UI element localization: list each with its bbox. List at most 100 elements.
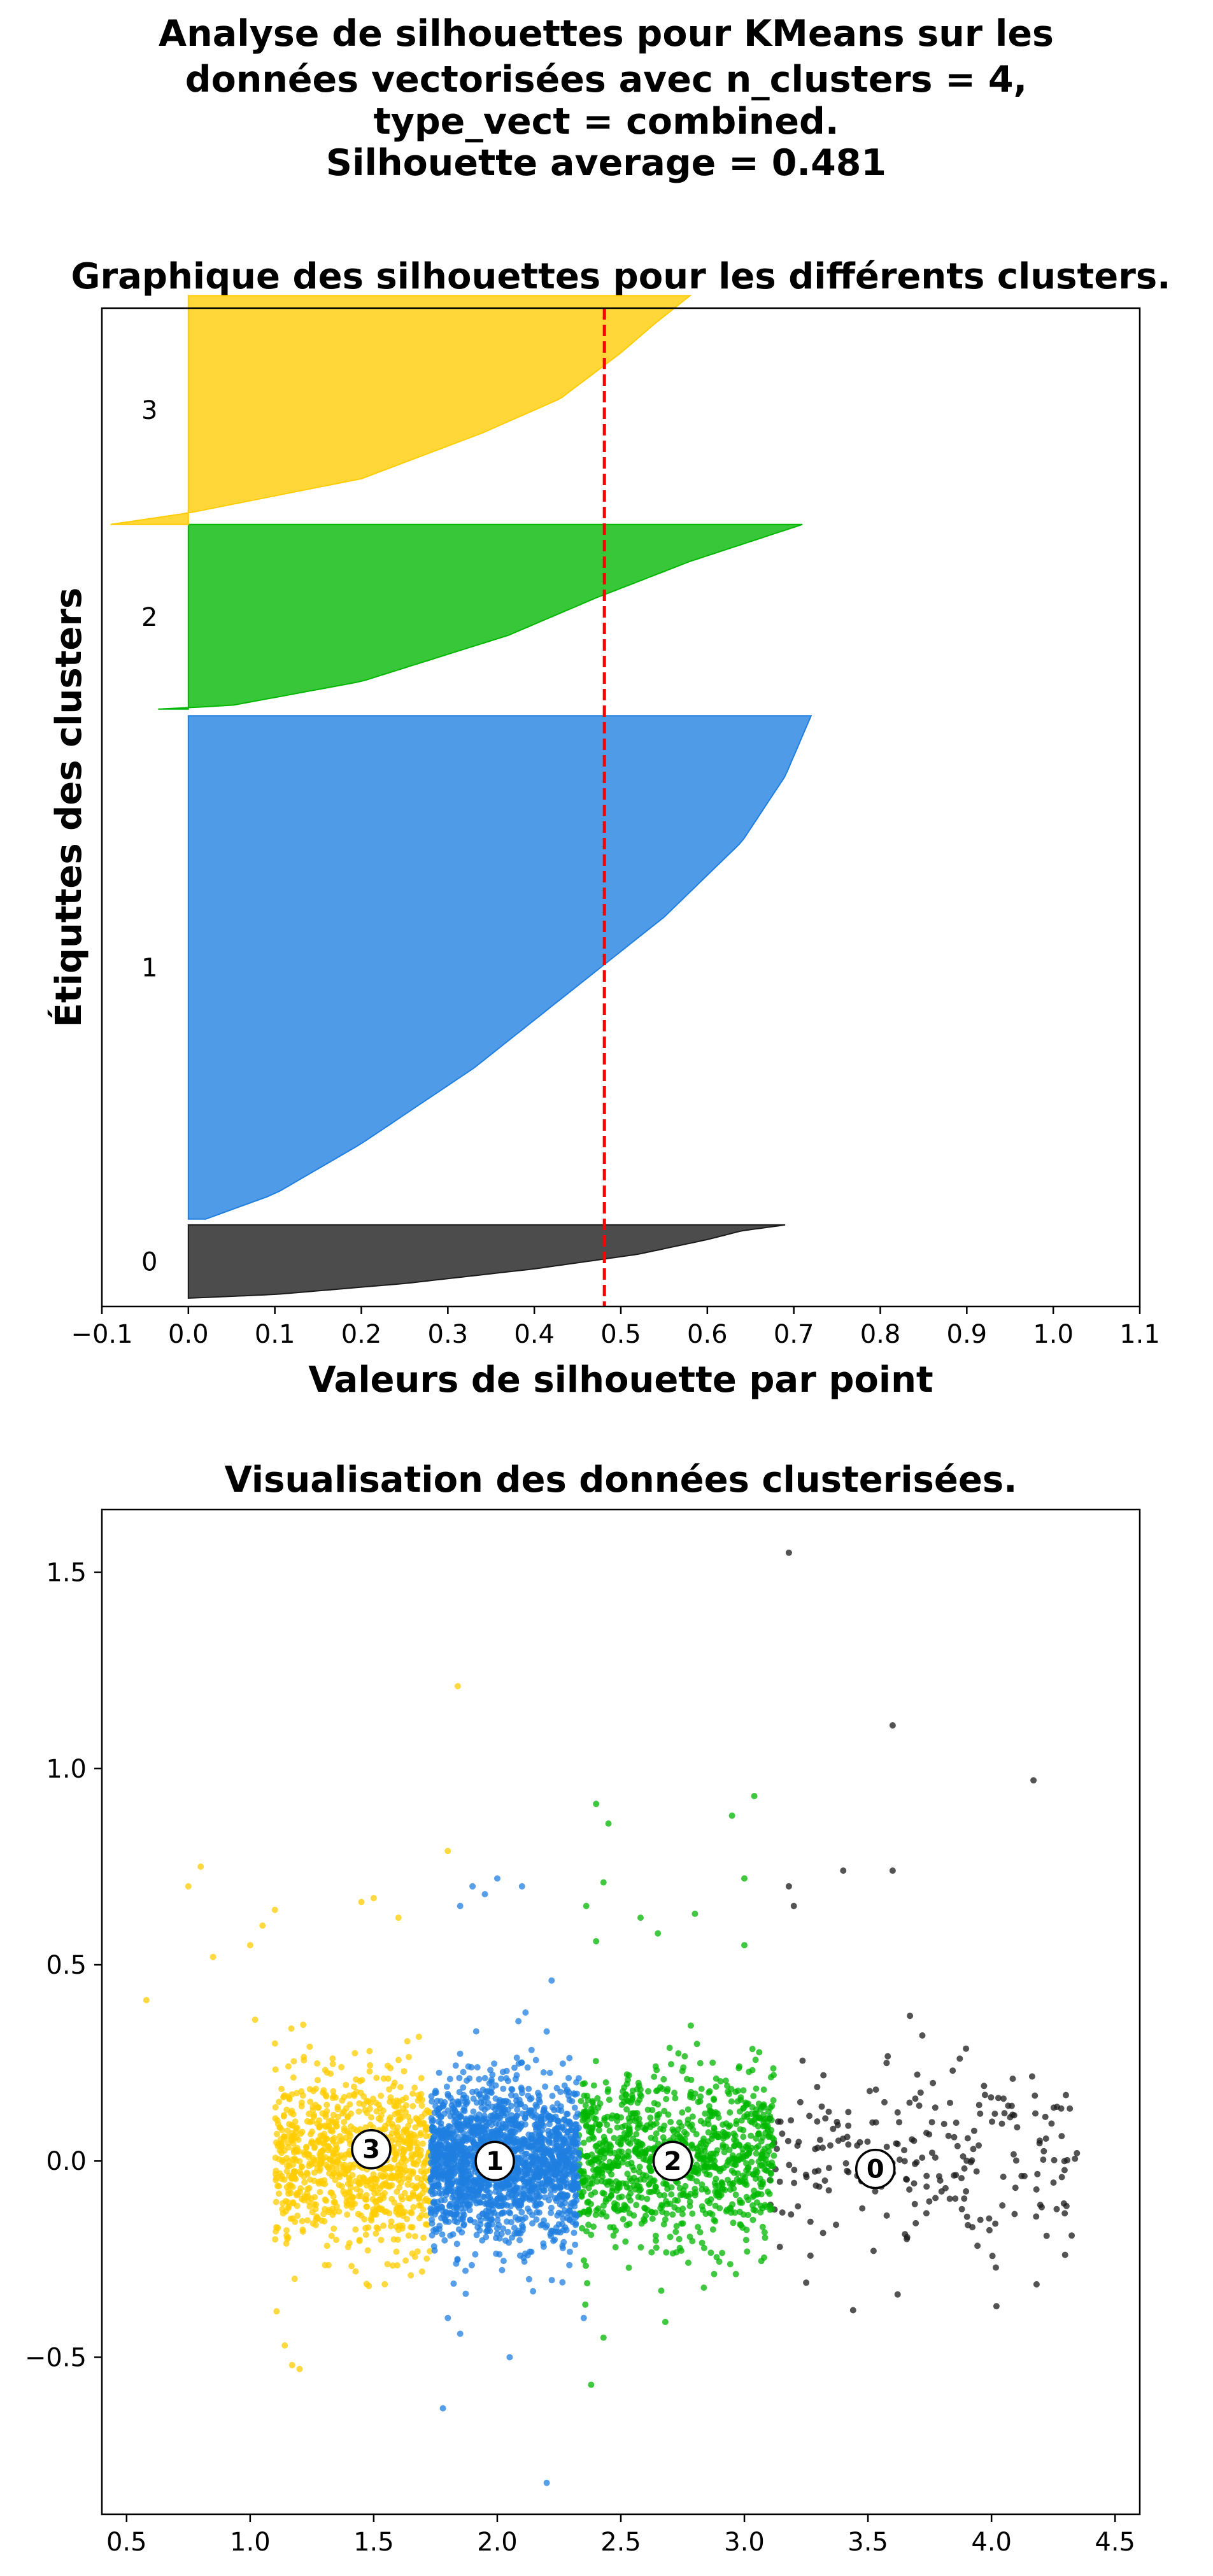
scatter-point (598, 2211, 605, 2218)
scatter-point (422, 2186, 429, 2193)
scatter-point (676, 2235, 683, 2242)
scatter-point (423, 2133, 430, 2140)
scatter-point (736, 2063, 742, 2070)
scatter-point (630, 2174, 637, 2181)
scatter-point (627, 2141, 634, 2147)
scatter-point (311, 2144, 318, 2151)
scatter-point (754, 2169, 761, 2176)
scatter-point (749, 2067, 756, 2074)
scatter-point (338, 2137, 345, 2144)
scatter-point (736, 2179, 743, 2186)
scatter-point (288, 2182, 294, 2189)
scatter-point (637, 1914, 644, 1921)
scatter-point (506, 2354, 513, 2361)
scatter-chart: Visualisation des données clusterisées. … (25, 1459, 1141, 2557)
scatter-point (651, 2135, 658, 2142)
scatter-point (406, 2053, 412, 2060)
scatter-point (937, 2177, 944, 2184)
scatter-point (644, 2207, 651, 2214)
scatter-point (757, 2202, 764, 2209)
scatter-point (526, 2194, 532, 2201)
scatter-point (301, 2149, 308, 2156)
scatter-point (1043, 2232, 1050, 2239)
scatter-point (330, 2149, 337, 2156)
scatter-point (729, 2152, 736, 2159)
scatter-point (401, 2068, 408, 2075)
scatter-point (1039, 2204, 1045, 2211)
scatter-point (582, 2301, 589, 2308)
scatter-point (507, 2133, 514, 2140)
scatter-point (755, 2158, 762, 2165)
scatter-point (299, 2092, 306, 2099)
scatter-point (604, 2113, 611, 2120)
scatter-point (625, 2072, 632, 2079)
scatter-point (626, 2210, 633, 2217)
scatter-point (1068, 2232, 1075, 2239)
scatter-point (1042, 2135, 1049, 2142)
scatter-point (301, 2197, 307, 2204)
scatter-point (590, 2082, 597, 2089)
scatter-point (313, 2213, 320, 2220)
scatter-point (380, 2222, 387, 2229)
scatter-point (594, 2095, 601, 2102)
scatter-point (399, 2212, 406, 2219)
silhouette-x-axis-label: Valeurs de silhouette par point (308, 1359, 933, 1401)
scatter-point (614, 2207, 621, 2214)
scatter-point (663, 2249, 670, 2256)
scatter-point (464, 2077, 470, 2084)
scatter-point (525, 2109, 532, 2116)
scatter-point (973, 2168, 980, 2175)
scatter-point (662, 2181, 669, 2188)
scatter-point (355, 2211, 362, 2218)
scatter-point (580, 2168, 587, 2175)
scatter-point (410, 2191, 416, 2198)
scatter-point (946, 2195, 953, 2202)
scatter-point (460, 2209, 467, 2216)
scatter-point (963, 2213, 970, 2220)
scatter-point (518, 2084, 525, 2091)
scatter-point (476, 2227, 483, 2234)
scatter-point (840, 1867, 847, 1874)
scatter-point (761, 2229, 768, 2236)
scatter-point (395, 2056, 402, 2063)
scatter-point (588, 2180, 595, 2187)
scatter-point (382, 2123, 388, 2130)
scatter-point (529, 2220, 536, 2227)
scatter-point (625, 2264, 632, 2271)
scatter-point (512, 2076, 519, 2083)
scatter-point (306, 2184, 313, 2191)
scatter-point (373, 2074, 380, 2081)
scatter-point (285, 2199, 292, 2206)
scatter-point (662, 2319, 669, 2325)
scatter-point (431, 2247, 438, 2254)
scatter-point (617, 2134, 623, 2141)
scatter-point (469, 1883, 476, 1890)
scatter-point (444, 1848, 451, 1855)
scatter-point (408, 2156, 415, 2162)
scatter-series-0 (766, 1549, 1081, 2314)
scatter-point (339, 2110, 346, 2117)
scatter-point (386, 2086, 393, 2093)
scatter-point (1005, 2102, 1012, 2109)
scatter-point (566, 2261, 573, 2268)
silhouette-bands (110, 295, 812, 1299)
scatter-point (901, 2147, 907, 2154)
scatter-point (574, 2110, 581, 2117)
scatter-point (309, 2209, 316, 2216)
scatter-point (956, 2055, 963, 2062)
scatter-point (273, 2177, 280, 2184)
scatter-point (308, 2161, 315, 2168)
scatter-point (541, 2156, 548, 2163)
scatter-point (384, 2062, 391, 2069)
scatter-chart-title: Visualisation des données clusterisées. (225, 1459, 1018, 1501)
scatter-point (460, 2170, 467, 2177)
scatter-point (573, 2079, 580, 2086)
scatter-point (744, 2142, 751, 2149)
scatter-point (721, 2186, 728, 2193)
scatter-point (700, 2244, 707, 2251)
scatter-point (329, 2190, 336, 2197)
scatter-point (1011, 2211, 1018, 2218)
scatter-point (600, 2134, 607, 2141)
scatter-point (366, 2068, 373, 2075)
scatter-point (525, 2085, 532, 2092)
